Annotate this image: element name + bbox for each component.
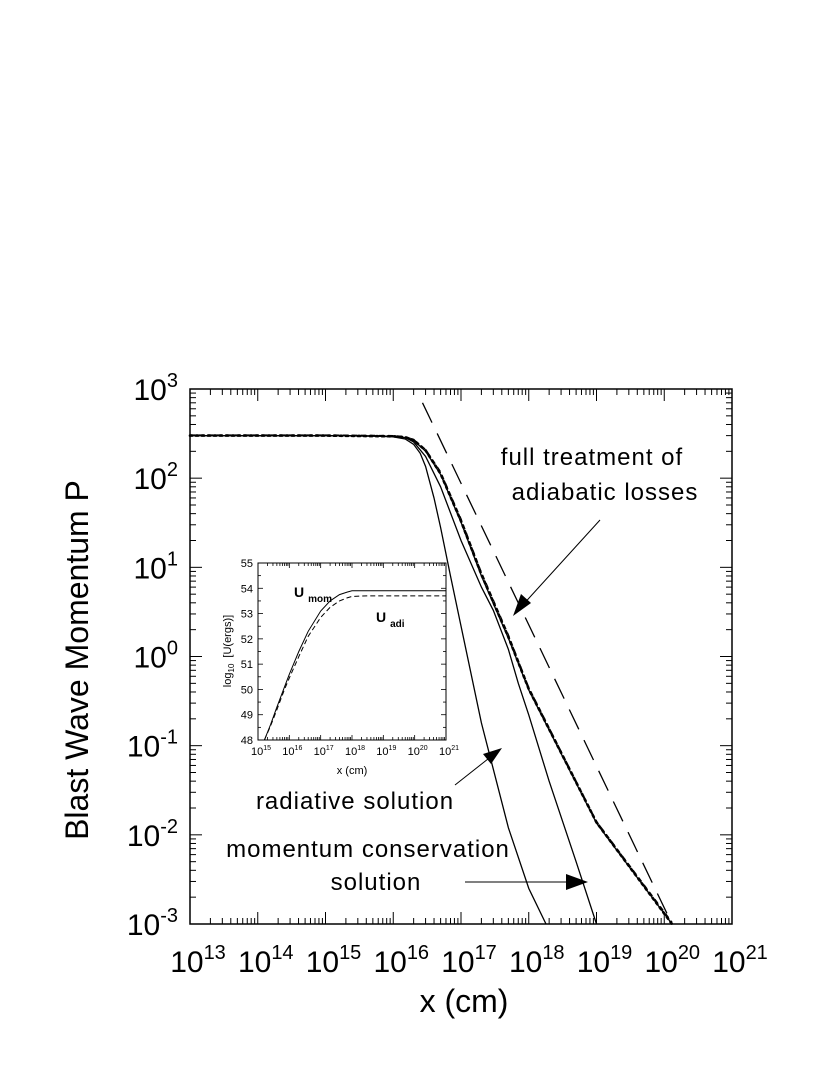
inset-plot: 1015 1016 1017 1018 1019 1020 1021 48 49 50 51 52 5… bbox=[222, 558, 459, 777]
inset-tick-marks bbox=[257, 562, 447, 741]
inset-y-tick-label: 52 bbox=[241, 634, 253, 646]
inset-y-tick-label: 54 bbox=[241, 583, 253, 595]
inset-background bbox=[258, 563, 446, 740]
main-tick-marks bbox=[189, 388, 733, 925]
inset-y-tick-label: 53 bbox=[241, 609, 253, 621]
x-tick-label: 1021 bbox=[712, 942, 768, 979]
y-axis-title: Blast Wave Momentum P bbox=[59, 480, 95, 840]
annotation-momentum-conservation-line2: solution bbox=[331, 869, 422, 896]
inset-x-tick-label: 1020 bbox=[408, 745, 428, 758]
y-tick-label: 10-2 bbox=[127, 816, 178, 853]
y-tick-label: 10-1 bbox=[127, 727, 178, 764]
inset-x-tick-label: 1015 bbox=[251, 745, 271, 758]
svg-text:log10[U(ergs)]: log10[U(ergs)] bbox=[222, 615, 236, 687]
annotation-momentum-conservation-line1: momentum conservation bbox=[226, 836, 510, 863]
inset-y-tick-labels: 48 49 50 51 52 53 54 55 bbox=[241, 558, 253, 747]
x-tick-label: 1013 bbox=[170, 942, 226, 979]
x-tick-label: 1018 bbox=[509, 942, 565, 979]
x-tick-label: 1014 bbox=[238, 942, 294, 979]
y-tick-label: 10-3 bbox=[127, 905, 178, 942]
annotation-full-treatment-line1: full treatment of bbox=[501, 444, 683, 471]
inset-x-tick-label: 1016 bbox=[282, 745, 302, 758]
series-line-6-long-dash bbox=[421, 402, 673, 925]
inset-y-tick-label: 50 bbox=[241, 684, 253, 696]
arrow-momentum-conservation bbox=[465, 874, 588, 890]
inset-x-tick-label: 1019 bbox=[376, 745, 396, 758]
inset-x-tick-label: 1017 bbox=[314, 745, 334, 758]
x-tick-label: 1019 bbox=[577, 942, 633, 979]
main-plot: 1013 1014 1015 1016 1017 1018 1019 1020 1021 10-… bbox=[59, 370, 768, 1019]
inset-y-tick-label: 49 bbox=[241, 710, 253, 722]
annotation-full-treatment-line2: adiabatic losses bbox=[512, 479, 699, 506]
inset-y-axis-title: log10[U(ergs)] bbox=[222, 615, 236, 687]
x-tick-label: 1020 bbox=[644, 942, 700, 979]
inset-y-tick-label: 55 bbox=[241, 558, 253, 570]
y-tick-label: 102 bbox=[134, 459, 179, 496]
x-axis-title: x (cm) bbox=[420, 983, 509, 1019]
inset-y-tick-label: 51 bbox=[241, 659, 253, 671]
series-line-5-short-dash bbox=[190, 434, 673, 923]
y-tick-label: 103 bbox=[134, 370, 179, 407]
inset-series-group bbox=[263, 590, 446, 741]
inset-x-tick-labels: 1015 1016 1017 1018 1019 1020 1021 bbox=[251, 745, 459, 758]
x-tick-label: 1015 bbox=[306, 942, 362, 979]
x-tick-label: 1016 bbox=[373, 942, 429, 979]
inset-series-u-mom bbox=[263, 590, 446, 741]
inset-y-tick-label: 48 bbox=[241, 735, 253, 747]
inset-series-u-adi bbox=[263, 595, 446, 741]
main-x-tick-labels: 1013 1014 1015 1016 1017 1018 1019 1020 1021 bbox=[170, 942, 768, 979]
series-line-4-dotted bbox=[188, 434, 674, 926]
inset-x-tick-label: 1021 bbox=[439, 745, 459, 758]
inset-x-tick-label: 1018 bbox=[345, 745, 365, 758]
x-tick-label: 1017 bbox=[441, 942, 497, 979]
y-tick-label: 101 bbox=[134, 548, 179, 585]
arrow-radiative bbox=[454, 748, 502, 786]
main-series-group bbox=[188, 402, 674, 926]
main-y-tick-labels: 10-3 10-2 10-1 100 101 102 103 bbox=[127, 370, 178, 942]
y-tick-label: 100 bbox=[134, 638, 179, 675]
annotation-radiative-solution: radiative solution bbox=[256, 788, 454, 815]
arrow-full-treatment bbox=[513, 519, 601, 616]
inset-x-axis-title: x (cm) bbox=[337, 765, 368, 777]
